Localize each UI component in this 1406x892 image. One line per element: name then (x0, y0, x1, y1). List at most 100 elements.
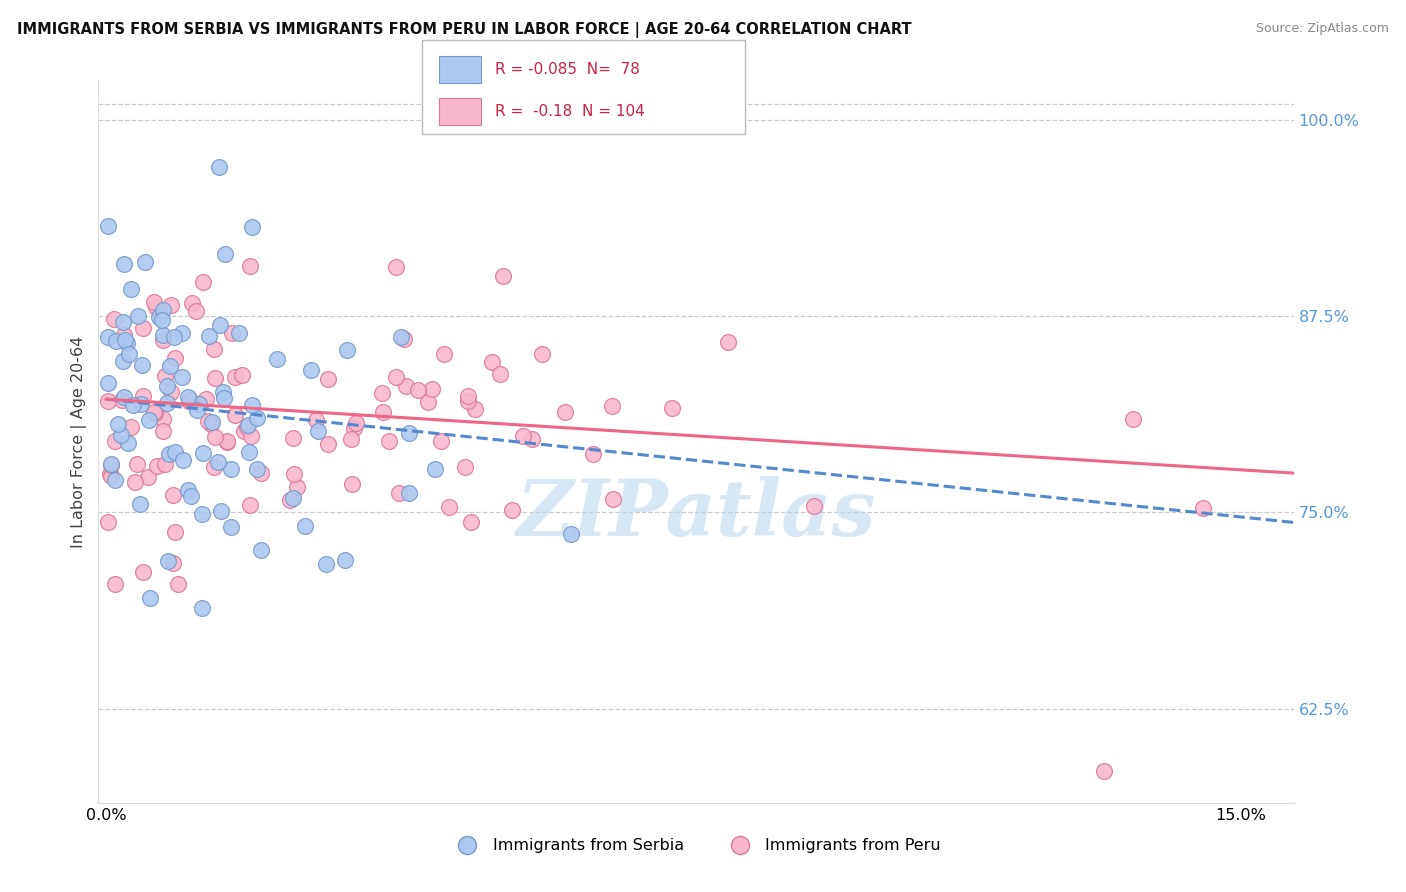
Point (1094, 764, 1116, 779)
Point (1122, 412, 1144, 426)
Point (717, 335, 740, 350)
Point (385, 260, 408, 274)
Point (221, 461, 243, 475)
Point (371, 386, 394, 401)
Point (125, 457, 148, 471)
Point (394, 333, 416, 347)
Point (152, 333, 174, 347)
Point (221, 326, 243, 340)
Point (246, 410, 269, 425)
Point (294, 518, 316, 533)
Point (394, 379, 416, 393)
Point (316, 372, 339, 386)
Point (209, 504, 232, 518)
Point (136, 470, 159, 484)
Point (501, 503, 523, 517)
Point (143, 406, 166, 420)
Point (107, 417, 129, 431)
Point (179, 393, 201, 408)
Point (457, 389, 479, 403)
Point (129, 396, 152, 410)
Point (239, 428, 262, 442)
Point (406, 383, 429, 397)
Point (145, 300, 167, 314)
Point (148, 310, 170, 325)
Point (239, 498, 262, 512)
Point (389, 330, 412, 344)
Point (803, 500, 825, 514)
Point (142, 405, 165, 419)
Point (385, 369, 408, 384)
Point (156, 396, 179, 410)
Point (138, 413, 160, 427)
Point (211, 384, 233, 399)
Point (336, 343, 359, 357)
Point (191, 601, 214, 615)
Point (165, 525, 187, 540)
Point (554, 405, 576, 419)
Point (460, 515, 482, 529)
Point (238, 445, 260, 459)
Point (318, 437, 340, 451)
Point (488, 367, 510, 381)
Point (120, 420, 142, 434)
Point (457, 394, 479, 409)
Point (285, 480, 308, 494)
Point (224, 408, 246, 422)
Point (194, 392, 217, 406)
Point (333, 552, 356, 566)
Point (97, 219, 120, 234)
Point (124, 475, 146, 490)
Point (152, 424, 174, 438)
Point (155, 457, 177, 471)
Point (377, 434, 399, 449)
Point (204, 370, 226, 384)
Point (97, 516, 120, 530)
Point (104, 434, 127, 448)
Text: R = -0.085  N=  78: R = -0.085 N= 78 (495, 62, 640, 77)
Point (186, 403, 208, 417)
Point (512, 429, 534, 443)
Point (157, 554, 180, 568)
Point (160, 384, 183, 399)
Point (240, 219, 263, 234)
Point (344, 416, 367, 430)
Point (266, 352, 288, 367)
Point (240, 398, 263, 412)
Point (153, 368, 176, 383)
Point (180, 489, 202, 503)
Point (129, 496, 152, 510)
Point (142, 295, 165, 310)
Point (131, 359, 153, 373)
Point (111, 393, 134, 408)
Point (97, 394, 120, 409)
Point (236, 418, 259, 433)
Point (112, 257, 135, 271)
Point (139, 591, 162, 606)
Point (191, 445, 214, 459)
Point (197, 414, 219, 428)
Point (235, 419, 257, 434)
Point (105, 334, 128, 348)
Point (1191, 501, 1213, 516)
Point (388, 486, 411, 500)
Point (177, 483, 200, 498)
Point (454, 459, 477, 474)
Point (315, 558, 337, 572)
Point (340, 476, 363, 491)
Point (560, 526, 582, 541)
Point (219, 520, 242, 534)
Point (172, 369, 194, 384)
Point (188, 397, 211, 411)
Point (150, 313, 173, 327)
Point (152, 412, 174, 426)
Point (215, 434, 238, 449)
Point (103, 577, 125, 591)
Point (104, 473, 127, 487)
Text: Source: ZipAtlas.com: Source: ZipAtlas.com (1256, 22, 1389, 36)
Point (464, 401, 486, 416)
Point (134, 255, 156, 269)
Point (184, 304, 207, 318)
Point (278, 492, 301, 507)
Point (111, 315, 134, 329)
